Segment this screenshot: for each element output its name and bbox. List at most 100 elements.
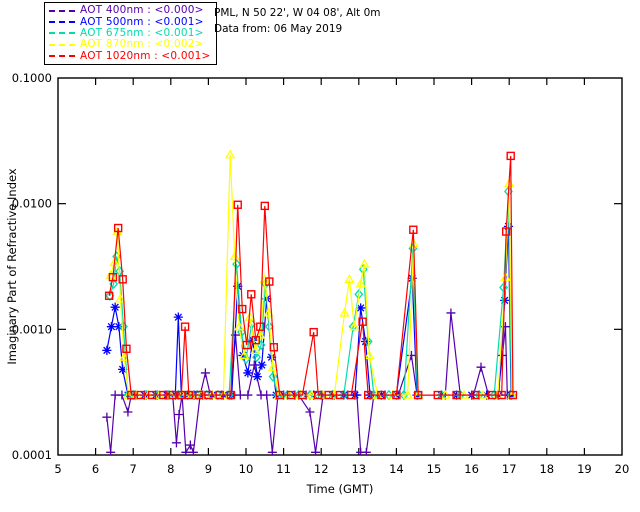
data-marker xyxy=(244,311,255,321)
data-marker xyxy=(269,343,279,352)
x-tick-label: 20 xyxy=(615,462,630,476)
data-marker xyxy=(234,321,245,331)
data-marker xyxy=(446,308,456,318)
data-marker xyxy=(118,321,128,332)
data-marker xyxy=(215,390,224,400)
data-marker xyxy=(282,389,292,401)
data-marker xyxy=(355,278,366,288)
legend-label-400nm: AOT 400nm : <0.000> xyxy=(80,4,204,17)
x-tick-label: 19 xyxy=(577,462,592,476)
series-line xyxy=(106,312,510,455)
data-marker xyxy=(324,390,333,400)
x-tick-label: 11 xyxy=(276,462,291,476)
data-marker xyxy=(108,272,118,282)
data-marker xyxy=(335,390,345,400)
data-marker xyxy=(233,200,242,209)
data-marker xyxy=(174,410,184,420)
y-tick-label: 0.1000 xyxy=(12,71,52,85)
data-marker xyxy=(256,322,265,331)
data-marker xyxy=(122,344,131,353)
legend-swatch-400nm xyxy=(49,9,75,12)
data-date: Data from: 06 May 2019 xyxy=(214,23,343,35)
data-marker xyxy=(202,389,211,401)
x-tick-label: 6 xyxy=(92,462,99,476)
data-marker xyxy=(414,390,423,400)
data-marker xyxy=(364,350,375,360)
data-marker xyxy=(243,368,253,378)
x-tick-label: 17 xyxy=(502,462,517,476)
data-marker xyxy=(106,447,116,455)
legend-label-1020nm: AOT 1020nm : <0.001> xyxy=(80,49,211,62)
x-tick-label: 5 xyxy=(54,462,61,476)
data-marker xyxy=(204,390,213,400)
data-marker xyxy=(237,326,246,338)
data-marker xyxy=(252,372,262,382)
data-marker xyxy=(476,362,486,372)
data-marker xyxy=(147,390,157,400)
x-tick-label: 13 xyxy=(351,462,366,476)
x-tick-label: 9 xyxy=(205,462,212,476)
data-marker xyxy=(409,225,418,234)
data-marker xyxy=(247,290,256,299)
x-tick-label: 12 xyxy=(314,462,329,476)
legend-item: AOT 1020nm : <0.001> xyxy=(49,49,211,62)
legend-item: AOT 500nm : <0.001> xyxy=(49,16,211,27)
data-marker xyxy=(268,371,278,382)
x-tick-label: 14 xyxy=(389,462,404,476)
data-marker xyxy=(339,307,350,317)
data-marker xyxy=(275,390,285,400)
series-675nm xyxy=(105,186,516,401)
data-marker xyxy=(508,390,518,400)
data-marker xyxy=(356,303,366,313)
data-marker xyxy=(298,390,307,400)
data-marker xyxy=(255,329,266,339)
data-marker xyxy=(262,390,272,400)
data-marker xyxy=(180,322,190,331)
data-marker xyxy=(263,307,274,317)
legend-swatch-1020nm xyxy=(49,55,75,58)
data-marker xyxy=(194,390,204,400)
data-marker xyxy=(501,227,511,236)
legend-swatch-675nm xyxy=(49,32,75,35)
data-marker xyxy=(294,389,304,401)
data-marker xyxy=(232,258,242,270)
data-marker xyxy=(433,390,442,400)
data-marker xyxy=(110,302,120,312)
data-marker xyxy=(181,447,191,455)
data-marker xyxy=(260,201,269,211)
data-marker xyxy=(347,390,356,400)
data-marker xyxy=(358,264,368,275)
data-marker xyxy=(168,390,177,400)
series-line xyxy=(110,154,513,396)
data-marker xyxy=(213,389,223,401)
x-tick-label: 7 xyxy=(130,462,137,476)
legend: AOT 400nm : <0.000> AOT 500nm : <0.001> … xyxy=(44,2,217,65)
data-marker xyxy=(361,447,371,455)
data-marker xyxy=(184,390,194,400)
data-marker xyxy=(377,390,386,400)
x-tick-label: 15 xyxy=(427,462,442,476)
data-marker xyxy=(159,390,168,400)
data-marker xyxy=(452,390,461,400)
data-marker xyxy=(123,407,133,417)
data-marker xyxy=(313,390,323,400)
data-marker xyxy=(127,390,136,400)
data-marker xyxy=(251,335,260,345)
data-marker xyxy=(242,340,251,350)
series-1020nm xyxy=(104,151,518,400)
data-marker xyxy=(306,389,317,399)
data-marker xyxy=(200,368,210,378)
legend-label-675nm: AOT 675nm : <0.001> xyxy=(80,26,204,39)
data-marker xyxy=(499,282,509,293)
data-marker xyxy=(119,351,130,361)
data-marker xyxy=(106,322,116,332)
data-marker xyxy=(114,322,124,332)
y-tick-label: 0.0010 xyxy=(12,322,52,336)
data-marker xyxy=(226,390,236,400)
data-marker xyxy=(113,223,123,233)
data-marker xyxy=(238,304,247,314)
data-marker xyxy=(115,293,126,303)
data-marker xyxy=(506,151,515,161)
